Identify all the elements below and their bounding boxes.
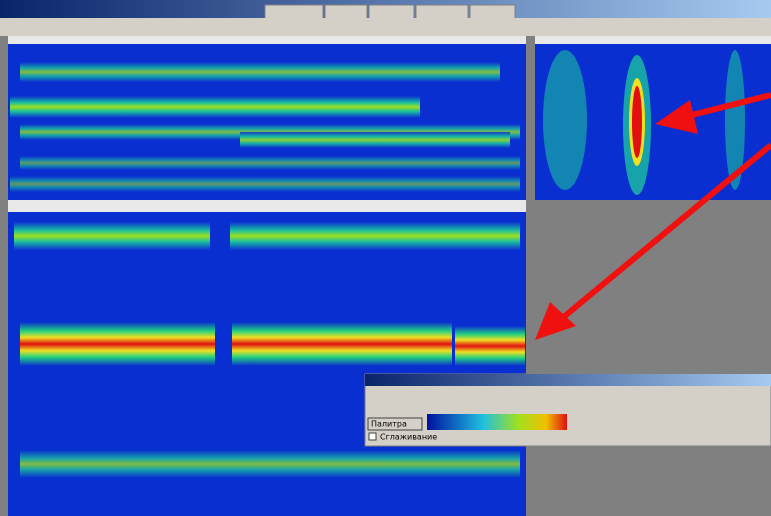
dialog: Палитра Сглаживание (365, 374, 771, 446)
screen: Палитра Сглаживание (0, 0, 771, 516)
palette-button-label: Палитра (371, 420, 407, 429)
palette-preview (427, 414, 567, 430)
menu-bar (0, 18, 771, 30)
checkbox[interactable] (369, 433, 376, 440)
page: Палитра Сглаживание (() => { const data … (0, 0, 771, 516)
spectrogram-top (8, 36, 526, 200)
toolbar (0, 30, 771, 36)
spectrogram-bottom (8, 200, 526, 516)
smoothing-label: Сглаживание (380, 433, 437, 442)
